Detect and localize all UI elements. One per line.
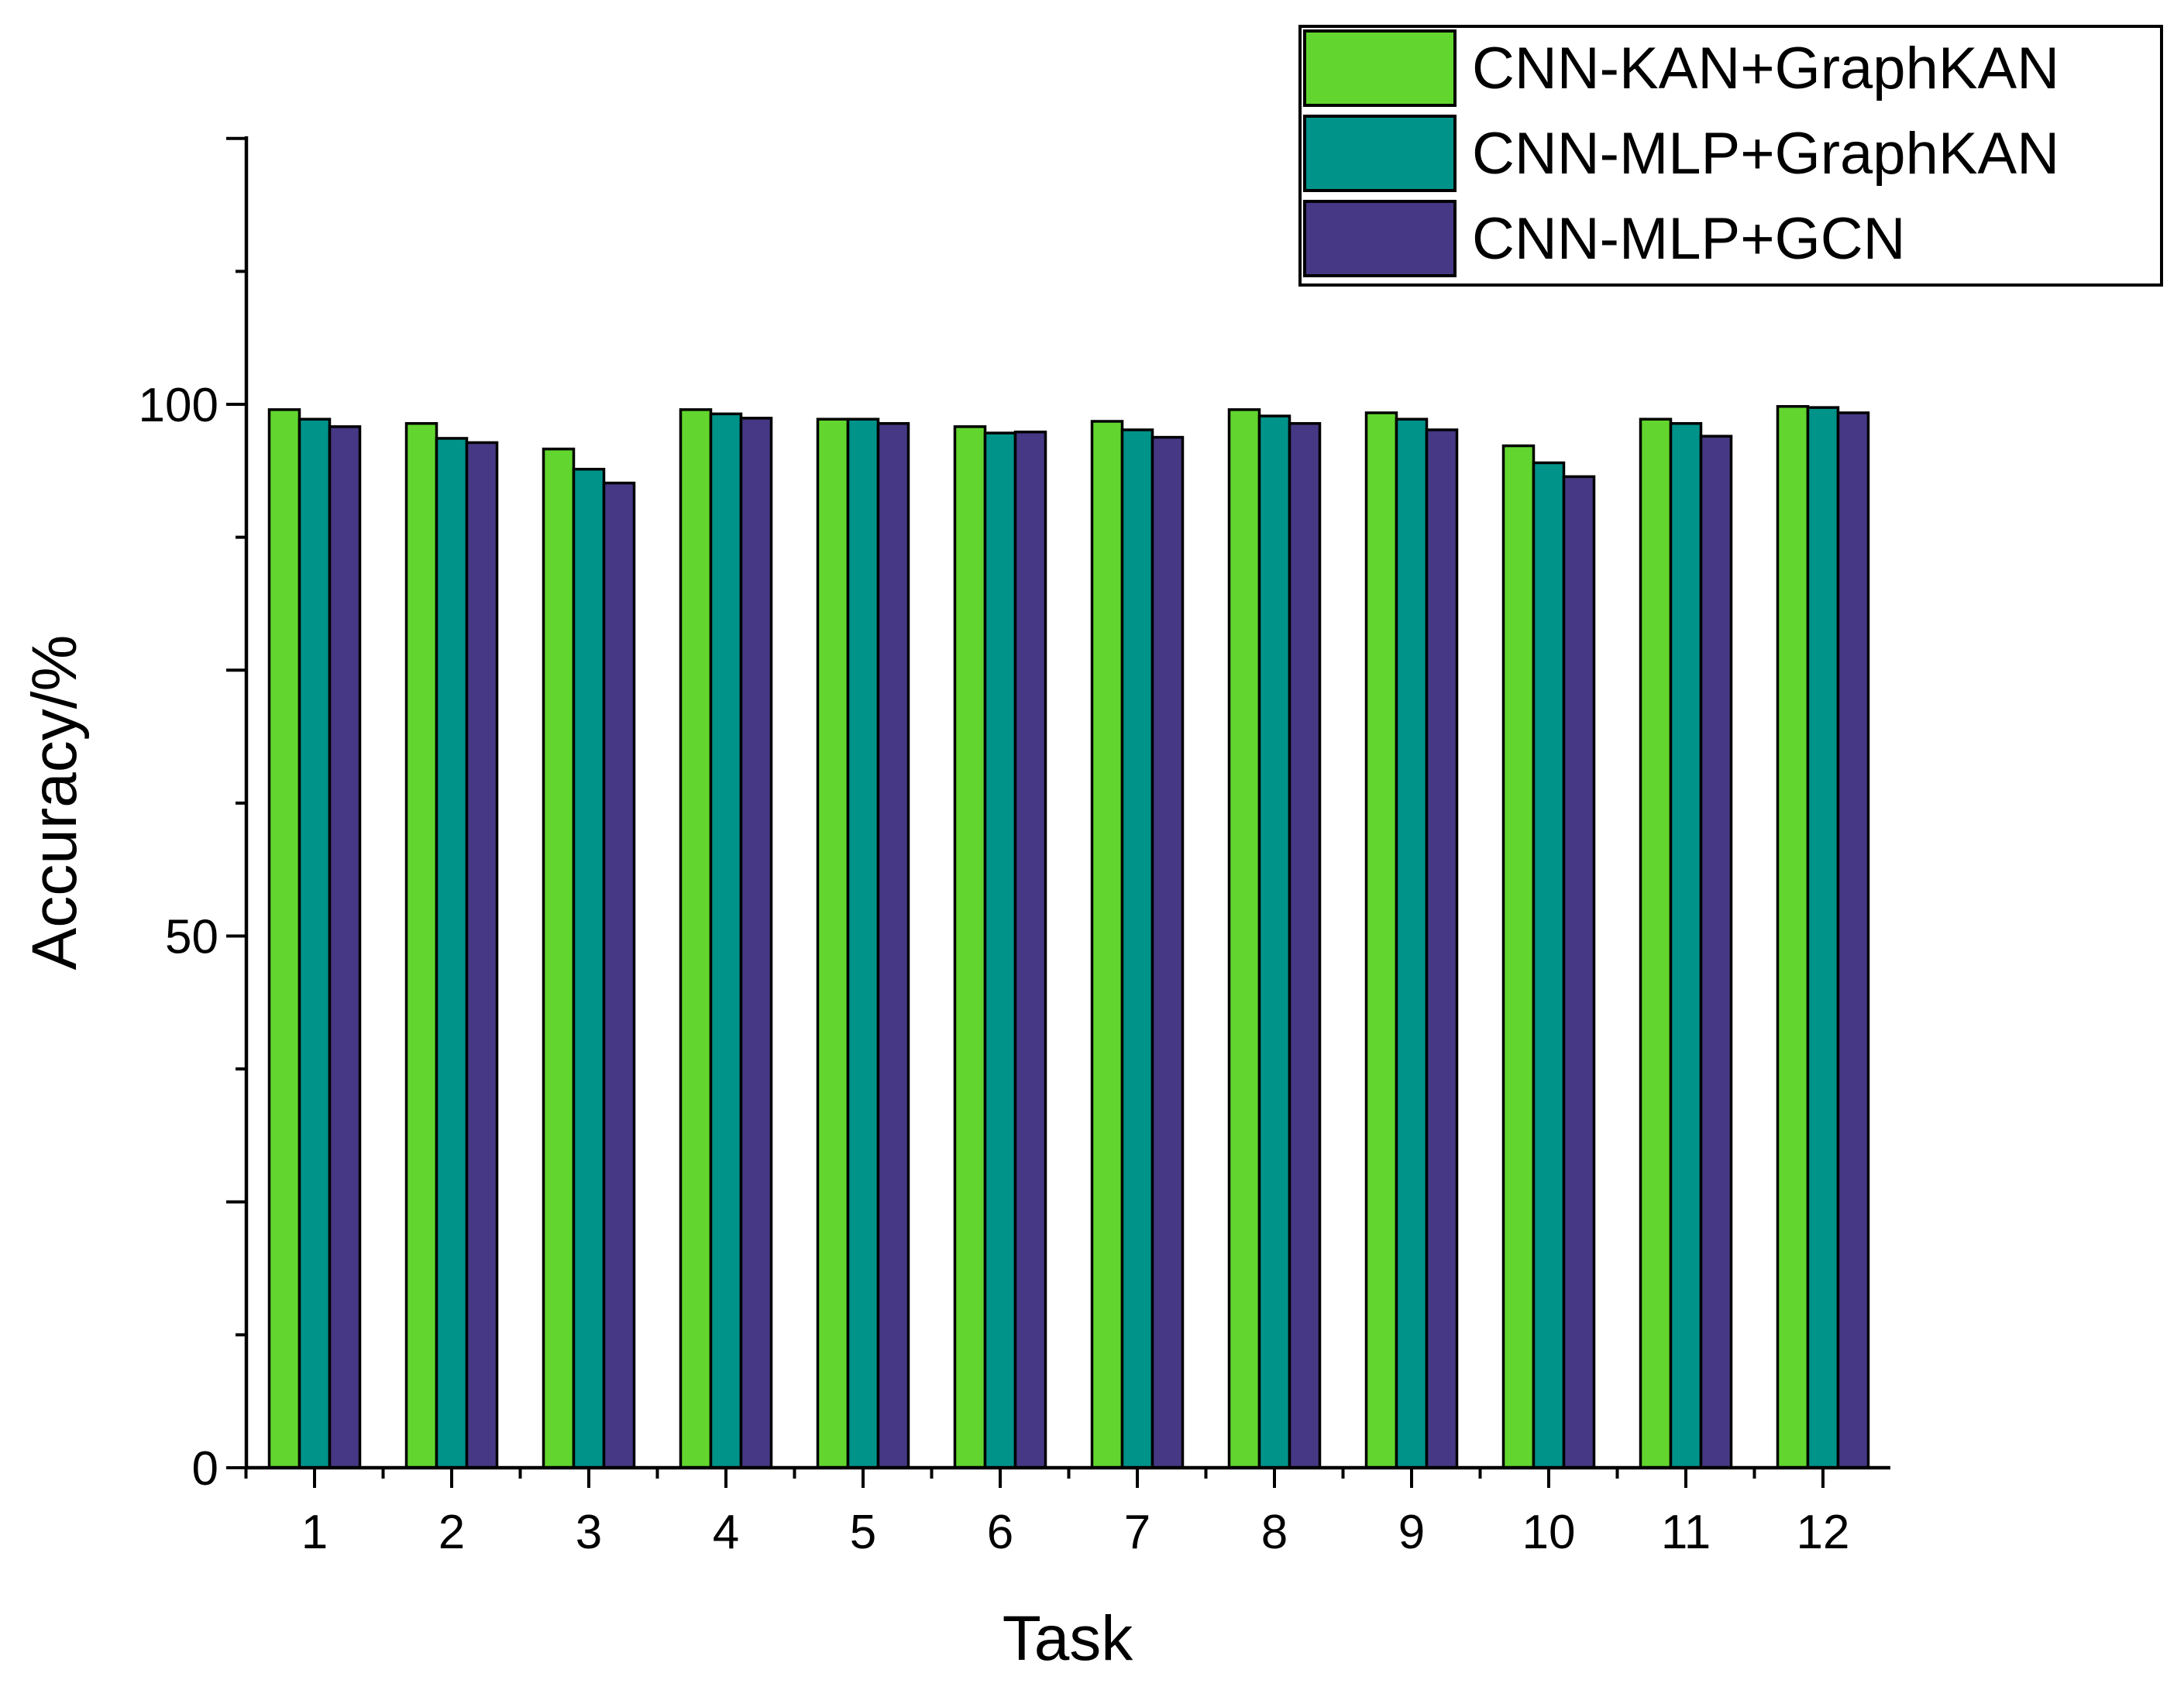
bar: [679, 408, 713, 1469]
bar: [542, 447, 576, 1469]
bar: [816, 417, 850, 1469]
bar: [846, 417, 880, 1469]
bar: [1501, 444, 1536, 1469]
bar: [953, 425, 987, 1469]
bar: [1120, 428, 1154, 1469]
y-tick-label: 50: [165, 911, 218, 964]
x-tick-label: 8: [1261, 1506, 1288, 1559]
bar: [267, 408, 301, 1469]
y-tick-label: 100: [139, 379, 218, 432]
x-tick-label: 1: [301, 1506, 328, 1559]
bar: [709, 412, 743, 1469]
bar: [1090, 420, 1124, 1469]
x-tick-label: 3: [576, 1506, 602, 1559]
x-tick-label: 6: [987, 1506, 1013, 1559]
bar: [1013, 430, 1047, 1469]
bar: [1395, 417, 1429, 1469]
bar: [602, 481, 636, 1469]
legend-swatch: [1303, 200, 1457, 277]
legend-swatch: [1303, 29, 1457, 107]
legend-swatch: [1303, 115, 1457, 192]
y-tick-label: 0: [192, 1442, 218, 1496]
bar: [1836, 411, 1870, 1469]
bar: [1364, 411, 1398, 1469]
bar: [435, 437, 469, 1469]
x-axis-label: Task: [1003, 1603, 1134, 1674]
bar: [1532, 461, 1566, 1469]
x-tick-label: 2: [439, 1506, 465, 1559]
x-tick-label: 11: [1661, 1506, 1711, 1559]
legend-label: CNN-MLP+GraphKAN: [1472, 121, 2059, 187]
bar: [1227, 408, 1261, 1469]
bar: [404, 421, 439, 1469]
legend-label: CNN-KAN+GraphKAN: [1472, 36, 2059, 101]
bar: [298, 417, 332, 1469]
bar: [739, 417, 773, 1469]
x-tick-label: 7: [1124, 1506, 1150, 1559]
bar: [1776, 404, 1810, 1469]
legend-label: CNN-MLP+GCN: [1472, 206, 1906, 272]
bar: [572, 468, 606, 1469]
bar: [876, 421, 910, 1469]
bar: [1806, 406, 1840, 1469]
bar: [1257, 414, 1291, 1469]
x-tick-label: 10: [1522, 1506, 1576, 1559]
x-tick-label: 9: [1398, 1506, 1425, 1559]
x-tick-label: 4: [713, 1506, 739, 1559]
y-axis-label: Accuracy/%: [19, 635, 90, 970]
bar: [1669, 421, 1703, 1469]
x-tick-label: 12: [1797, 1506, 1850, 1559]
bar: [983, 431, 1017, 1469]
legend: CNN-KAN+GraphKAN CNN-MLP+GraphKAN CNN-MLP+…: [1298, 25, 2163, 287]
bar: [1288, 421, 1322, 1469]
bar: [1150, 435, 1185, 1469]
bar: [328, 425, 362, 1469]
x-tick-label: 5: [850, 1506, 876, 1559]
bar: [465, 441, 499, 1469]
bar: [1639, 417, 1673, 1469]
bar: [1562, 475, 1596, 1469]
plot-area: [267, 404, 1870, 1469]
bar: [1425, 428, 1459, 1469]
bar: [1699, 435, 1733, 1469]
